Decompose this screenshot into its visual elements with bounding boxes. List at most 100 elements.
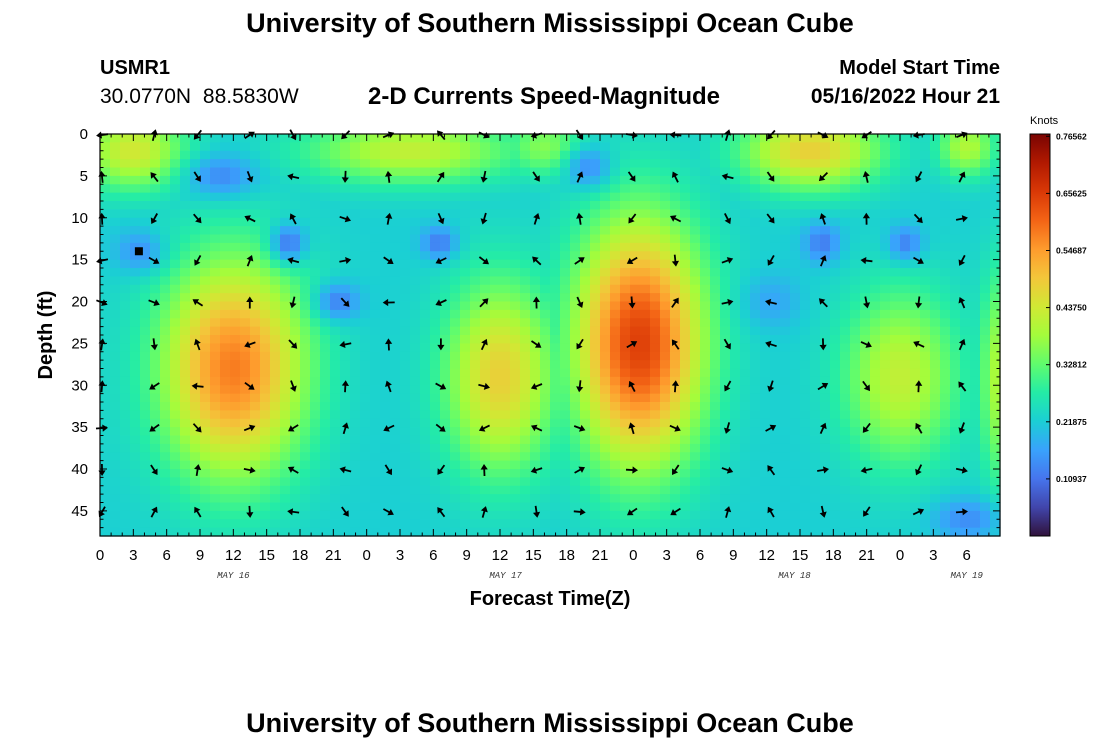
heatmap-cell [960,343,971,353]
heatmap-cell [220,309,231,319]
heatmap-cell [400,351,411,361]
heatmap-cell [280,268,291,277]
heatmap-cell [540,318,551,328]
heatmap-cell [960,502,971,512]
heatmap-cell [190,494,201,504]
heatmap-cell [940,284,951,294]
heatmap-cell [330,435,341,445]
heatmap-cell [770,460,781,470]
arrow-head [152,257,160,264]
heatmap-cell [570,175,581,185]
heatmap-cell [670,452,681,462]
heatmap-cell [260,402,271,411]
heatmap-cell [440,192,451,202]
heatmap-cell [300,335,311,344]
heatmap-cell [700,142,711,152]
heatmap-cell [430,293,441,303]
heatmap-cell [980,393,991,403]
heatmap-cell [680,393,691,403]
heatmap-cell [590,251,601,261]
heatmap-cell [970,167,981,177]
heatmap-cell [110,477,121,487]
heatmap-cell [330,293,341,303]
heatmap-cell [320,175,331,185]
heatmap-cell [670,402,681,411]
heatmap-cell [340,326,351,336]
heatmap-cell [700,427,711,437]
heatmap-cell [860,519,871,529]
heatmap-cell [930,234,941,244]
heatmap-cell [590,443,601,453]
heatmap-cell [960,494,971,504]
arrow-head [630,341,638,348]
heatmap-cell [710,360,721,370]
heatmap-cell [770,167,781,177]
arrow-head [439,383,447,390]
heatmap-cell [470,318,481,328]
heatmap-cell [240,452,251,462]
heatmap-cell [550,452,561,462]
heatmap-cell [320,192,331,202]
heatmap-cell [520,360,531,370]
heatmap-cell [680,150,691,160]
heatmap-cell [110,335,121,344]
heatmap-cell [590,201,601,210]
heatmap-cell [570,485,581,495]
heatmap-cell [100,276,111,286]
heatmap-cell [410,368,421,378]
heatmap-cell [540,343,551,353]
heatmap-cell [210,159,221,169]
heatmap-cell [920,309,931,319]
heatmap-cell [280,309,291,319]
heatmap-cell [510,402,521,411]
heatmap-cell [600,159,611,169]
heatmap-cell [900,184,911,194]
heatmap-cell [910,443,921,453]
heatmap-cell [890,435,901,445]
heatmap-cell [670,502,681,512]
heatmap-cell [300,502,311,512]
current-arrow [480,464,488,477]
heatmap-cell [470,234,481,244]
heatmap-cell [970,251,981,261]
heatmap-cell [950,209,961,219]
heatmap-cell [820,385,831,395]
heatmap-cell [510,192,521,202]
heatmap-cell [620,159,631,169]
heatmap-cell [470,427,481,437]
heatmap-cell [210,393,221,403]
heatmap-cell [940,209,951,219]
heatmap-cell [380,242,391,252]
heatmap-cell [290,284,301,294]
heatmap-cell [500,184,511,194]
heatmap-cell [380,268,391,277]
heatmap-cell [530,469,541,478]
heatmap-cell [300,443,311,453]
heatmap-cell [300,284,311,294]
heatmap-cell [990,268,1001,277]
heatmap-cell [940,393,951,403]
heatmap-cell [840,167,851,177]
heatmap-cell [760,368,771,378]
heatmap-cell [150,452,161,462]
heatmap-cell [140,192,151,202]
heatmap-cell [300,385,311,395]
heatmap-cell [780,360,791,370]
heatmap-cell [560,276,571,286]
heatmap-cell [440,293,451,303]
heatmap-cell [630,443,641,453]
heatmap-cell [730,335,741,344]
heatmap-cell [750,276,761,286]
heatmap-cell [200,251,211,261]
heatmap-cell [880,427,891,437]
heatmap-cell [180,335,191,344]
heatmap-cell [180,502,191,512]
heatmap-cell [500,494,511,504]
heatmap-cell [250,360,261,370]
heatmap-cell [730,268,741,277]
heatmap-cell [580,443,591,453]
heatmap-cell [390,268,401,277]
heatmap-cell [920,184,931,194]
heatmap-cell [800,335,811,344]
heatmap-cell [110,150,121,160]
